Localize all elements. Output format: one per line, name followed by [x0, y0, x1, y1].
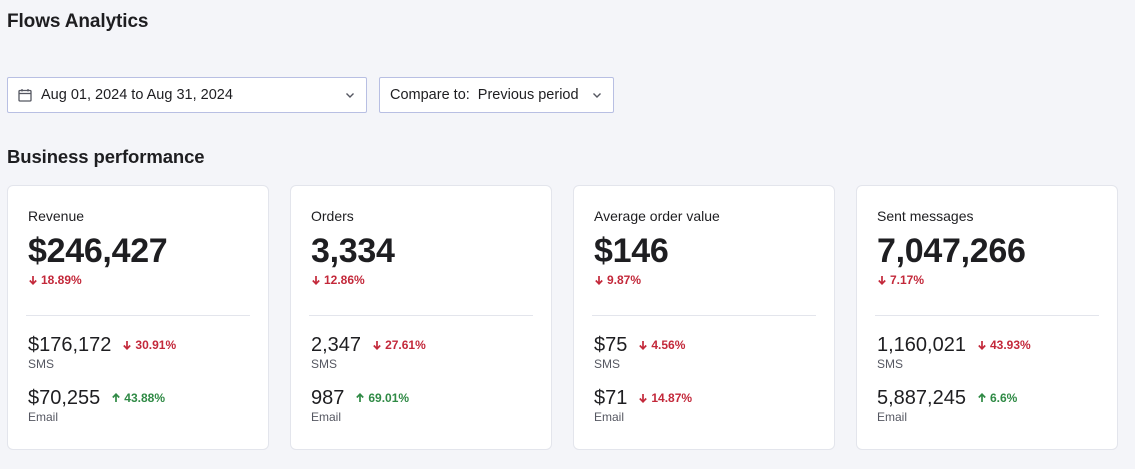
divider	[26, 315, 250, 316]
metric-card: Orders 3,334 12.86% 2,347 27.61% SMS 987 69.01%…	[290, 185, 552, 450]
channel-label: SMS	[311, 357, 338, 371]
channel-value: $176,172	[28, 334, 112, 356]
channel-breakdown: $71 14.87% Email	[594, 386, 814, 424]
channel-delta: 69.01%	[355, 391, 409, 405]
compare-value: Previous period	[477, 87, 579, 103]
channel-breakdown: $176,172 30.91% SMS	[28, 333, 248, 371]
channel-delta: 27.61%	[372, 338, 426, 352]
channel-breakdown: 1,160,021 43.93% SMS	[877, 333, 1097, 371]
channel-breakdown: 2,347 27.61% SMS	[311, 333, 531, 371]
filters-bar: Aug 01, 2024 to Aug 31, 2024 Compare to:…	[7, 77, 614, 113]
channel-breakdown: $70,255 43.88% Email	[28, 386, 248, 424]
metric-delta: 7.17%	[877, 273, 924, 287]
channel-value: 987	[311, 387, 345, 409]
channel-breakdown: 5,887,245 6.6% Email	[877, 386, 1097, 424]
arrow-down-icon	[122, 340, 135, 350]
arrow-down-icon	[372, 340, 385, 350]
divider	[875, 315, 1099, 316]
channel-delta: 30.91%	[122, 338, 176, 352]
date-range-value: Aug 01, 2024 to Aug 31, 2024	[41, 87, 233, 103]
calendar-icon	[18, 88, 32, 102]
metric-card: Sent messages 7,047,266 7.17% 1,160,021 43.9…	[856, 185, 1118, 450]
metric-label: Average order value	[594, 208, 720, 224]
arrow-up-icon	[355, 393, 368, 403]
divider	[309, 315, 533, 316]
arrow-down-icon	[638, 340, 651, 350]
channel-delta: 14.87%	[638, 391, 692, 405]
divider	[592, 315, 816, 316]
metric-delta: 18.89%	[28, 273, 82, 287]
metric-label: Orders	[311, 208, 354, 224]
channel-value: 1,160,021	[877, 334, 966, 356]
metric-value: $146	[594, 232, 669, 270]
metric-label: Sent messages	[877, 208, 974, 224]
channel-delta: 4.56%	[638, 338, 685, 352]
chevron-down-icon	[344, 89, 356, 101]
channel-delta: 43.93%	[977, 338, 1031, 352]
arrow-up-icon	[111, 393, 124, 403]
metric-value: 3,334	[311, 232, 395, 270]
channel-value: $75	[594, 334, 628, 356]
arrow-down-icon	[594, 275, 607, 285]
page-title: Flows Analytics	[7, 11, 149, 32]
metric-value: 7,047,266	[877, 232, 1026, 270]
channel-label: Email	[877, 410, 908, 424]
channel-value: 5,887,245	[877, 387, 966, 409]
channel-delta: 43.88%	[111, 391, 165, 405]
metric-cards: Revenue $246,427 18.89% $176,172 30.91% SMS $7…	[7, 185, 1118, 450]
channel-value: 2,347	[311, 334, 362, 356]
channel-delta: 6.6%	[977, 391, 1017, 405]
arrow-down-icon	[977, 340, 990, 350]
metric-card: Average order value $146 9.87% $75 4.56% SMS $…	[573, 185, 835, 450]
arrow-up-icon	[977, 393, 990, 403]
section-title: Business performance	[7, 146, 205, 167]
arrow-down-icon	[877, 275, 890, 285]
channel-label: Email	[28, 410, 59, 424]
arrow-down-icon	[28, 275, 41, 285]
channel-label: Email	[594, 410, 625, 424]
metric-label: Revenue	[28, 208, 85, 224]
channel-label: SMS	[877, 357, 904, 371]
metric-delta: 9.87%	[594, 273, 641, 287]
channel-value: $70,255	[28, 387, 101, 409]
channel-breakdown: $75 4.56% SMS	[594, 333, 814, 371]
channel-label: SMS	[594, 357, 621, 371]
metric-card: Revenue $246,427 18.89% $176,172 30.91% SMS $7…	[7, 185, 269, 450]
channel-breakdown: 987 69.01% Email	[311, 386, 531, 424]
metric-value: $246,427	[28, 232, 168, 270]
chevron-down-icon	[591, 89, 603, 101]
channel-label: Email	[311, 410, 342, 424]
arrow-down-icon	[638, 393, 651, 403]
metric-delta: 12.86%	[311, 273, 365, 287]
date-range-select[interactable]: Aug 01, 2024 to Aug 31, 2024	[7, 77, 367, 113]
arrow-down-icon	[311, 275, 324, 285]
compare-select[interactable]: Compare to: Previous period	[379, 77, 614, 113]
compare-label: Compare to:	[390, 87, 470, 103]
channel-value: $71	[594, 387, 628, 409]
channel-label: SMS	[28, 357, 55, 371]
